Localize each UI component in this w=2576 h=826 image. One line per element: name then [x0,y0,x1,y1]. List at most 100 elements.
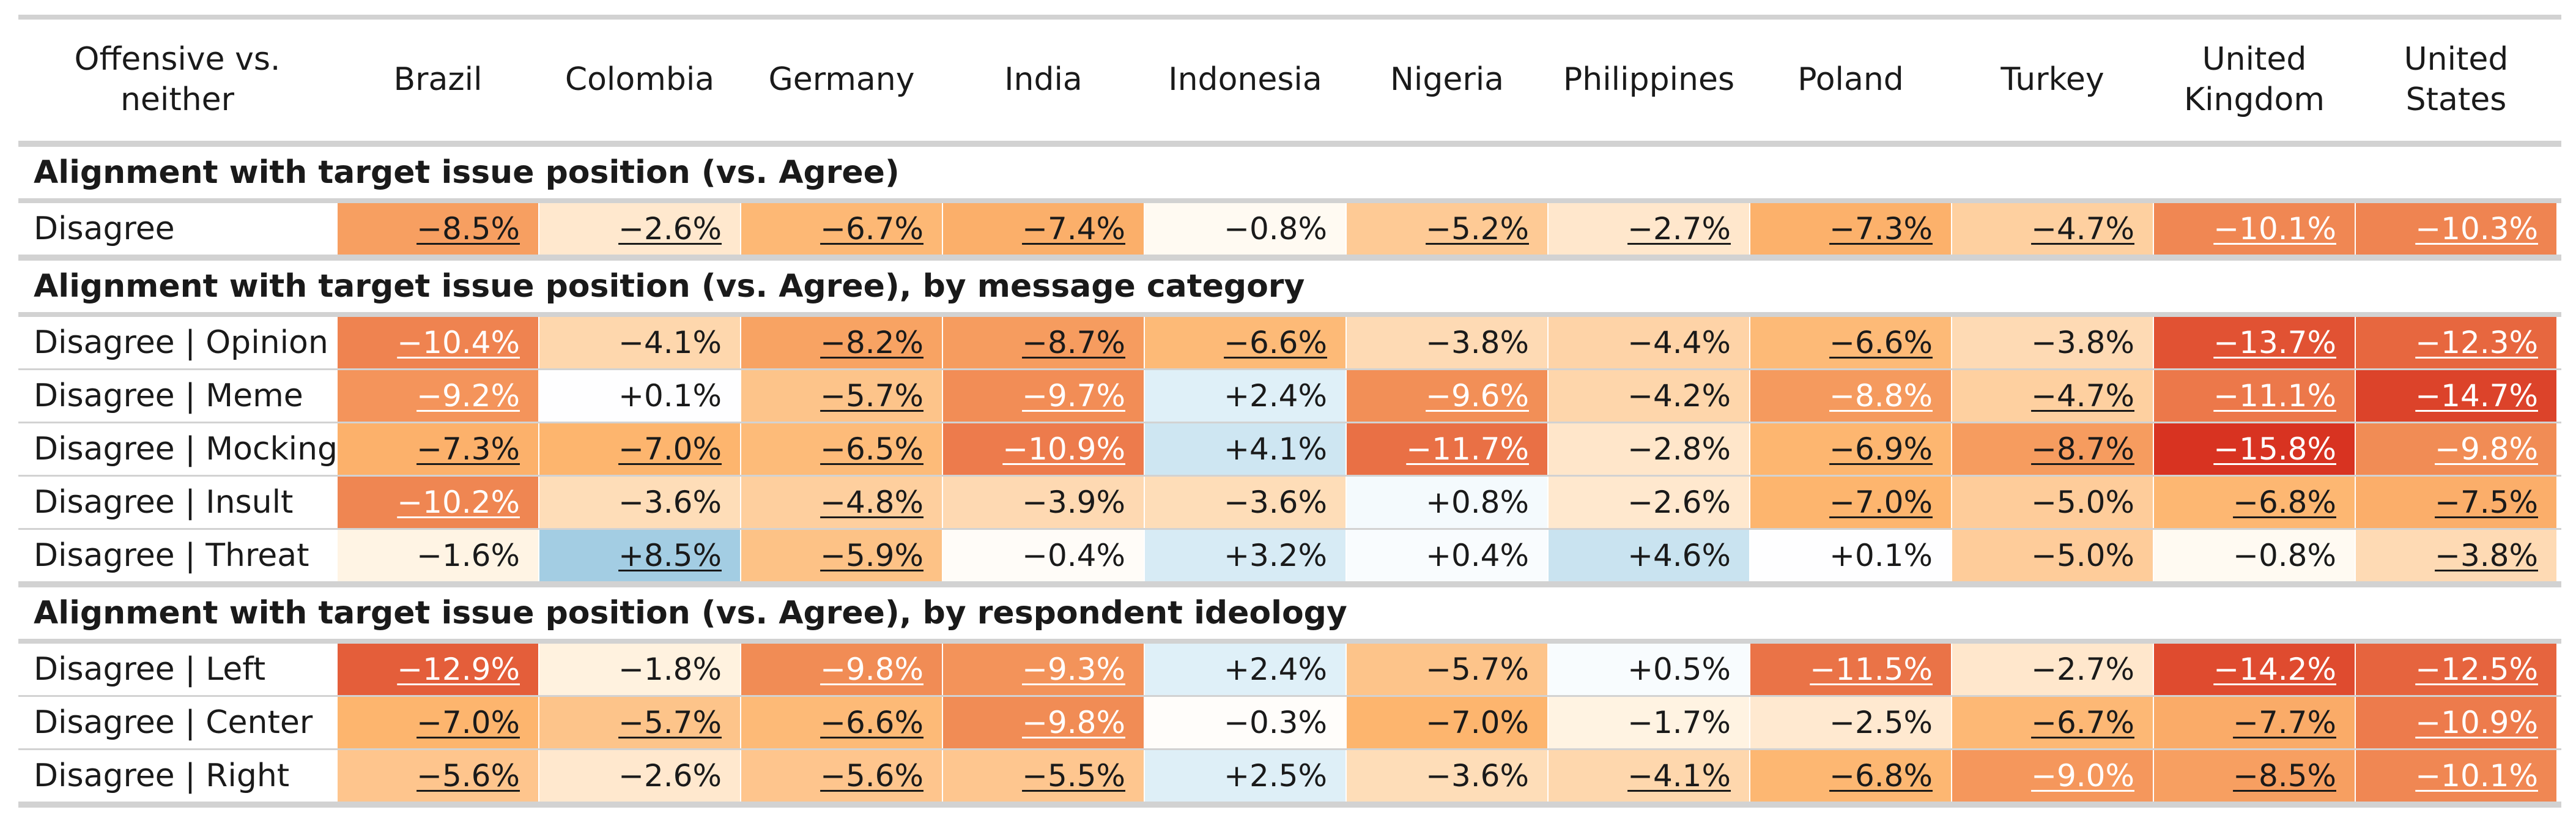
value-cell: +2.4% [1145,644,1345,695]
row-divider [18,748,2561,750]
section-title: Alignment with target issue position (vs… [34,268,1305,305]
row-label: Disagree | Insult [34,484,294,521]
value-cell: −8.2% [741,317,942,368]
value-cell: −7.0% [1750,477,1951,528]
row-label: Disagree [34,210,175,247]
value-cell: −5.7% [741,370,942,422]
column-header: Nigeria [1390,61,1505,98]
value-cell: +4.6% [1549,530,1749,581]
value-cell: −4.2% [1549,370,1749,422]
section-rule [18,639,2561,644]
value-cell: +0.1% [1750,530,1951,581]
value-cell: −9.7% [943,370,1144,422]
row-label: Disagree | Center [34,704,313,741]
value-cell: −9.0% [1952,750,2153,802]
value-cell: −14.2% [2154,644,2355,695]
row-label: Disagree | Meme [34,378,303,414]
value-cell: −10.9% [943,423,1144,475]
column-header: United Kingdom [2184,41,2325,118]
value-cell: +0.5% [1549,644,1749,695]
value-cell: −3.8% [1952,317,2153,368]
column-header: India [1004,61,1083,98]
column-header: Philippines [1563,61,1735,98]
value-cell: +2.4% [1145,370,1345,422]
header-rule [18,141,2561,147]
value-cell: −14.7% [2356,370,2556,422]
value-cell: −8.5% [2154,750,2355,802]
value-cell: −12.5% [2356,644,2556,695]
value-cell: −9.2% [338,370,538,422]
value-cell: −3.6% [1145,477,1345,528]
value-cell: −6.6% [1750,317,1951,368]
row-label: Disagree | Opinion [34,324,328,361]
column-header: United States [2404,41,2509,118]
value-cell: −7.3% [1750,203,1951,255]
value-cell: −8.5% [338,203,538,255]
row-label: Disagree | Threat [34,537,309,574]
column-header: Turkey [2000,61,2104,98]
value-cell: −4.8% [741,477,942,528]
value-cell: −2.8% [1549,423,1749,475]
value-cell: −7.0% [539,423,740,475]
value-cell: −11.1% [2154,370,2355,422]
value-cell: −8.7% [943,317,1144,368]
value-cell: −1.8% [539,644,740,695]
value-cell: −6.9% [1750,423,1951,475]
value-cell: −6.8% [2154,477,2355,528]
value-cell: −3.6% [539,477,740,528]
value-cell: −15.8% [2154,423,2355,475]
value-cell: −0.4% [943,530,1144,581]
value-cell: −5.6% [741,750,942,802]
value-cell: −9.8% [741,644,942,695]
row-divider [18,475,2561,477]
section-end-rule [18,802,2561,808]
value-cell: −5.0% [1952,530,2153,581]
row-divider [18,368,2561,370]
value-cell: −12.9% [338,644,538,695]
column-header: Indonesia [1168,61,1322,98]
value-cell: −2.5% [1750,697,1951,748]
value-cell: −5.9% [741,530,942,581]
value-cell: −4.7% [1952,203,2153,255]
section-end-rule [18,581,2561,587]
section-rule [18,312,2561,317]
value-cell: −4.4% [1549,317,1749,368]
value-cell: −6.6% [741,697,942,748]
value-cell: −11.7% [1347,423,1547,475]
value-cell: −3.6% [1347,750,1547,802]
value-cell: −4.7% [1952,370,2153,422]
value-cell: +0.1% [539,370,740,422]
value-cell: +0.8% [1347,477,1547,528]
value-cell: −5.5% [943,750,1144,802]
column-header: Colombia [564,61,715,98]
row-label: Disagree | Right [34,757,290,794]
value-cell: −10.2% [338,477,538,528]
row-divider [18,422,2561,423]
value-cell: −9.3% [943,644,1144,695]
value-cell: −5.0% [1952,477,2153,528]
value-cell: −2.6% [539,203,740,255]
value-cell: −6.6% [1145,317,1345,368]
value-cell: −4.1% [1549,750,1749,802]
value-cell: −5.6% [338,750,538,802]
value-cell: −7.7% [2154,697,2355,748]
section-end-rule [18,255,2561,261]
value-cell: −13.7% [2154,317,2355,368]
value-cell: −10.9% [2356,697,2556,748]
section-rule [18,198,2561,203]
value-cell: −7.3% [338,423,538,475]
column-header: Poland [1797,61,1904,98]
value-cell: −7.0% [338,697,538,748]
row-label: Disagree | Left [34,651,266,688]
corner-header: Offensive vs. neither [74,41,281,118]
value-cell: −9.6% [1347,370,1547,422]
value-cell: −6.5% [741,423,942,475]
value-cell: −2.7% [1549,203,1749,255]
row-divider [18,528,2561,530]
value-cell: +3.2% [1145,530,1345,581]
value-cell: −8.7% [1952,423,2153,475]
value-cell: +0.4% [1347,530,1547,581]
value-cell: −6.7% [741,203,942,255]
value-cell: −3.9% [943,477,1144,528]
